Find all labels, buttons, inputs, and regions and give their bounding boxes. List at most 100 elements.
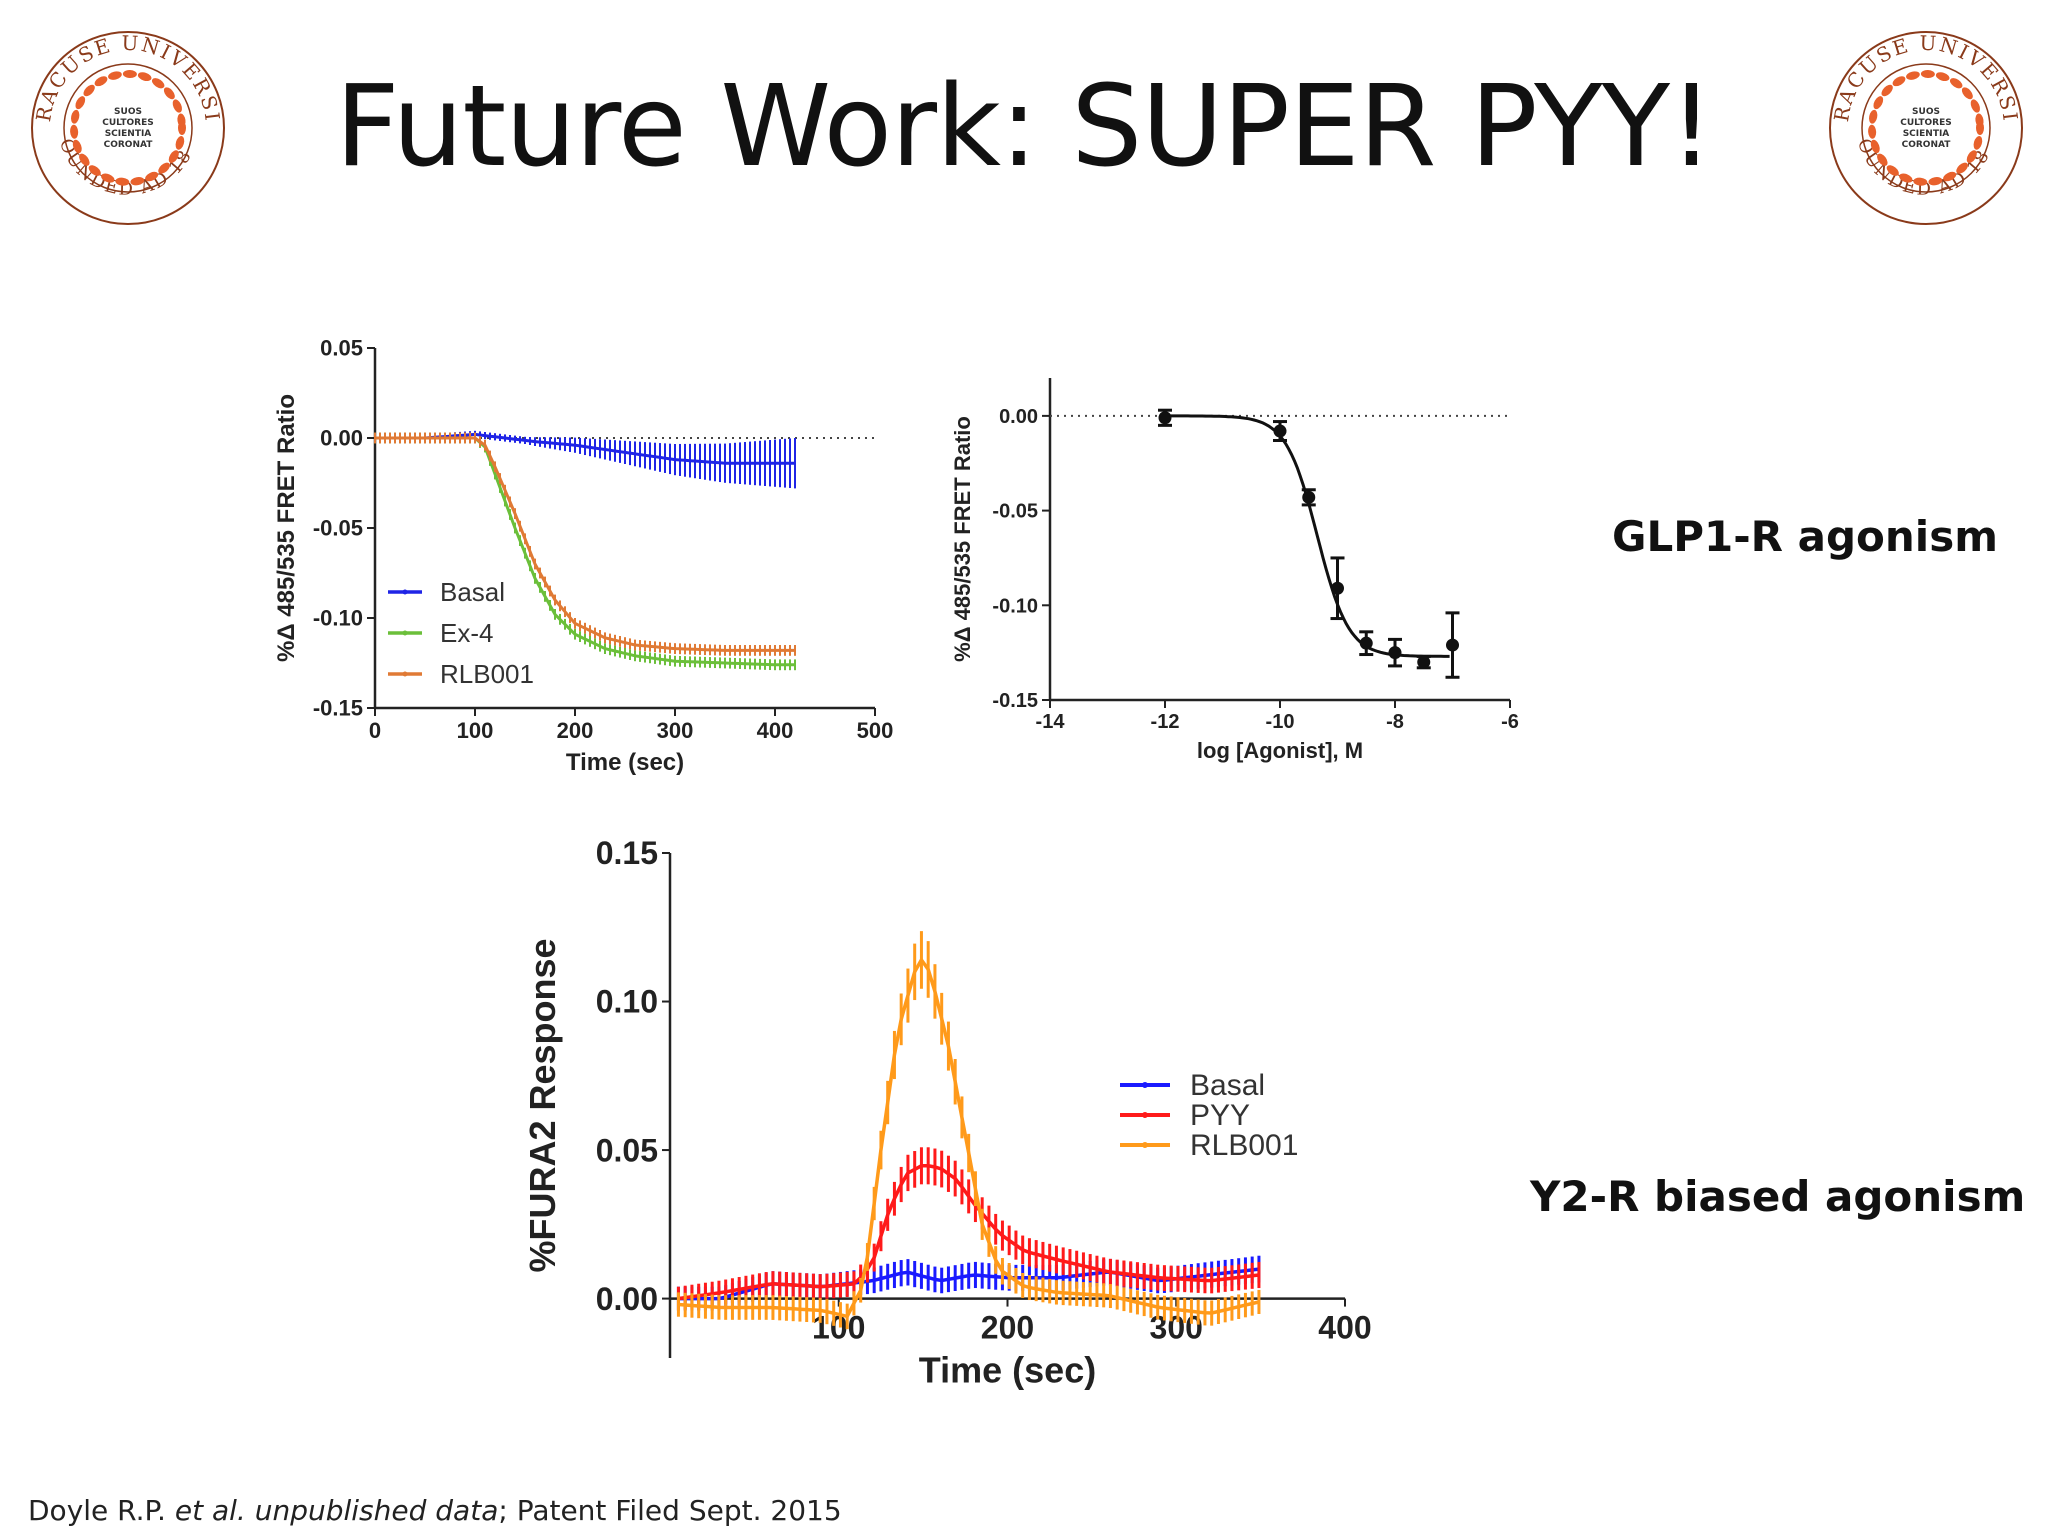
laurel-leaf <box>1949 78 1963 89</box>
point-marker <box>1331 581 1344 595</box>
laurel-leaf <box>1973 136 1983 150</box>
fit-curve <box>1165 414 1450 658</box>
data-point <box>1158 408 1172 427</box>
laurel-leaf <box>1873 96 1884 110</box>
point-marker <box>1158 411 1172 425</box>
glp1-label: GLP1-R agonism <box>1612 512 1998 561</box>
point-marker <box>1417 655 1431 669</box>
laurel-leaf <box>1877 153 1888 166</box>
legend-label: Basal <box>440 577 505 607</box>
laurel-leaf <box>75 96 86 110</box>
legend-label: RLB001 <box>1190 1129 1298 1162</box>
laurel-leaf <box>175 136 185 150</box>
y-tick-label: 0.00 <box>320 426 363 451</box>
laurel-leaf <box>130 177 145 186</box>
y-tick-label: -0.05 <box>313 516 363 541</box>
dose-response-chart: -14 -12 -10 -8 -6 0.00 -0.05 -0.10 -0.15 log [Ago… <box>950 378 1519 763</box>
laurel-leaf <box>72 139 82 154</box>
seal-motto-line: CULTORES <box>102 118 154 128</box>
legend-marker <box>1142 1112 1148 1118</box>
laurel-leaf <box>79 153 90 166</box>
laurel-leaf <box>1928 177 1943 186</box>
laurel-leaf <box>1975 113 1984 128</box>
x-tick-label: 100 <box>457 718 494 743</box>
laurel-leaf <box>1892 76 1906 87</box>
laurel-leaf <box>1906 71 1920 80</box>
y-tick-label: -0.10 <box>313 606 363 631</box>
y-tick-label: 0.15 <box>596 835 658 871</box>
y-tick-label: 0.10 <box>596 984 658 1020</box>
seal-inner-ring <box>63 63 193 193</box>
x-tick-label: 300 <box>657 718 694 743</box>
y-tick-label: 0.00 <box>999 406 1038 428</box>
slide-title: Future Work: SUPER PYY! <box>335 62 1714 192</box>
data-point <box>1388 637 1402 668</box>
y-tick-label: -0.15 <box>992 690 1038 712</box>
x-axis-label: Time (sec) <box>566 749 684 776</box>
laurel-leaf <box>1935 72 1950 82</box>
x-tick-label: -10 <box>1266 711 1295 733</box>
seal-motto-line: CULTORES <box>1900 118 1952 128</box>
citation-footer: Doyle R.P. et al. unpublished data; Pate… <box>28 1494 842 1527</box>
laurel-leaf <box>1943 171 1957 182</box>
seal-motto-line: SCIENTIA <box>1903 129 1950 139</box>
legend-label: PYY <box>1190 1099 1250 1132</box>
laurel-leaf <box>1956 162 1968 174</box>
footer-author: Doyle R.P. <box>28 1494 175 1527</box>
footer-rest: ; Patent Filed Sept. 2015 <box>498 1494 842 1527</box>
x-axis-label: Time (sec) <box>919 1350 1096 1391</box>
data-point <box>1359 630 1374 657</box>
seal-outer-ring <box>31 31 225 225</box>
laurel-leaf <box>145 171 159 182</box>
legend-label: Ex-4 <box>440 618 493 648</box>
laurel-leaf <box>83 84 95 97</box>
data-point <box>1416 654 1431 670</box>
laurel-leaf <box>137 72 152 82</box>
laurel-leaf <box>158 162 170 174</box>
series-rlb001 <box>374 432 796 656</box>
laurel-leaf <box>1870 139 1880 154</box>
legend-marker <box>402 589 408 595</box>
fret-time-course-chart: 0 100 200 300 400 500 0.05 0.00 -0.05 -0.10 -0.15 T… <box>273 336 893 776</box>
laurel-leaf <box>1966 150 1977 163</box>
data-point <box>1301 488 1316 507</box>
y-axis-label: %Δ 485/535 FRET Ratio <box>273 394 300 662</box>
laurel-leaf <box>1913 177 1928 186</box>
x-tick-label: -8 <box>1386 711 1404 733</box>
series-line <box>678 1164 1260 1301</box>
x-axis-label: log [Agonist], M <box>1197 738 1363 763</box>
laurel-leaf <box>168 150 179 163</box>
legend-marker <box>402 630 408 636</box>
seal-motto-line: SUOS <box>1912 107 1940 117</box>
laurel-leaf <box>115 177 130 186</box>
x-tick-label: -14 <box>1036 711 1066 733</box>
seal-motto-line: SUOS <box>114 107 142 117</box>
laurel-leaf <box>101 173 115 183</box>
x-tick-label: 400 <box>1318 1310 1371 1346</box>
laurel-leaf <box>88 165 101 176</box>
y-tick-label: 0.05 <box>320 336 363 361</box>
x-tick-label: 0 <box>369 718 381 743</box>
series-ex-4 <box>374 432 796 671</box>
laurel-leaf <box>1881 84 1893 97</box>
point-marker <box>1388 646 1402 660</box>
y-axis-label: %Δ 485/535 FRET Ratio <box>950 416 975 662</box>
data-point <box>1330 556 1345 621</box>
x-tick-label: -6 <box>1501 711 1519 733</box>
point-marker <box>1446 638 1459 652</box>
x-tick-label: 400 <box>757 718 794 743</box>
y-tick-label: -0.15 <box>313 696 363 721</box>
seal-motto-line: SCIENTIA <box>105 129 152 139</box>
point-marker <box>1302 490 1316 504</box>
legend-label: RLB001 <box>440 659 534 689</box>
laurel-leaf <box>177 113 186 128</box>
x-tick-label: -12 <box>1151 711 1180 733</box>
y-tick-label: 0.00 <box>596 1281 658 1317</box>
laurel-leaf <box>1961 87 1973 100</box>
y-axis-label: %FURA2 Response <box>522 938 563 1272</box>
laurel-leaf <box>71 109 80 124</box>
